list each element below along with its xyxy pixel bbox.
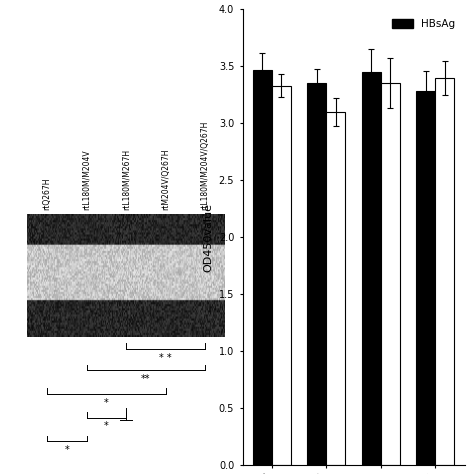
Bar xyxy=(253,70,272,465)
Bar xyxy=(307,83,326,465)
Legend: HBsAg: HBsAg xyxy=(388,15,459,33)
Text: rtM204V/Q267H: rtM204V/Q267H xyxy=(161,148,170,210)
Text: rtL180M/M267H: rtL180M/M267H xyxy=(121,148,130,210)
Y-axis label: OD450value: OD450value xyxy=(203,202,213,272)
Text: *: * xyxy=(104,398,109,408)
Bar xyxy=(435,78,455,465)
Text: *: * xyxy=(104,421,109,431)
Text: * *: * * xyxy=(159,353,172,363)
Bar xyxy=(362,72,381,465)
Text: rtQ267H: rtQ267H xyxy=(43,177,52,210)
Text: **: ** xyxy=(141,374,151,384)
Bar xyxy=(416,91,435,465)
Text: *: * xyxy=(64,445,69,455)
Text: rtL180M/M204V: rtL180M/M204V xyxy=(82,149,91,210)
Bar xyxy=(326,112,346,465)
Bar xyxy=(381,83,400,465)
Text: rtL180M/M204V/Q267H: rtL180M/M204V/Q267H xyxy=(201,120,210,210)
Bar xyxy=(272,86,291,465)
